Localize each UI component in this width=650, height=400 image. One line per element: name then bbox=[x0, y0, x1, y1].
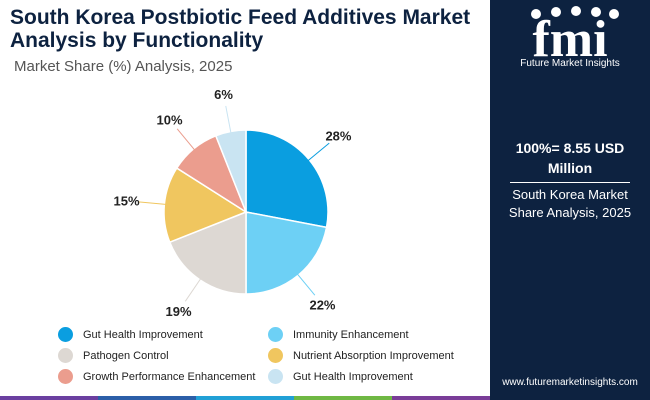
leader-line bbox=[295, 271, 316, 296]
legend-swatch bbox=[58, 369, 73, 384]
slice-value-label: 28% bbox=[325, 129, 351, 144]
legend-label: Growth Performance Enhancement bbox=[83, 370, 256, 383]
leader-line bbox=[138, 201, 169, 206]
leader-line bbox=[225, 105, 232, 136]
pie-slice bbox=[245, 129, 329, 229]
slice-value-label: 10% bbox=[156, 113, 182, 128]
legend-label: Gut Health Improvement bbox=[293, 370, 413, 383]
website-link[interactable]: www.futuremarketinsights.com bbox=[502, 377, 638, 388]
logo-dot-icon bbox=[591, 7, 601, 17]
bottom-color-bar bbox=[0, 396, 490, 400]
color-bar-segment bbox=[0, 396, 98, 400]
legend-item: Gut Health Improvement bbox=[58, 326, 268, 343]
sidebar-panel: fmi Future Market Insights 100%= 8.55 US… bbox=[490, 0, 650, 400]
legend-label: Gut Health Improvement bbox=[83, 328, 203, 341]
legend-item: Growth Performance Enhancement bbox=[58, 368, 268, 385]
pie-slice bbox=[245, 211, 328, 295]
market-total: 100%= 8.55 USD Million bbox=[515, 140, 625, 176]
leader-line bbox=[184, 276, 203, 302]
fmi-logo: fmi bbox=[531, 6, 619, 68]
legend-item: Gut Health Improvement bbox=[268, 368, 478, 385]
color-bar-segment bbox=[294, 396, 392, 400]
legend-item: Immunity Enhancement bbox=[268, 326, 478, 343]
logo-dot-icon bbox=[571, 6, 581, 16]
legend-swatch bbox=[268, 369, 283, 384]
logo-dot-icon bbox=[531, 9, 541, 19]
leader-line bbox=[176, 128, 197, 153]
legend-item: Pathogen Control bbox=[58, 347, 268, 364]
chart-subtitle: Market Share (%) Analysis, 2025 bbox=[14, 58, 233, 75]
legend-label: Nutrient Absorption Improvement bbox=[293, 349, 454, 362]
logo-dot-icon bbox=[609, 9, 619, 19]
leader-line bbox=[305, 142, 330, 163]
pie-chart: 28% 22% 19% 15% 10% 6% bbox=[114, 87, 352, 319]
slice-value-label: 6% bbox=[214, 87, 233, 102]
logo-caption: Future Market Insights bbox=[520, 58, 620, 69]
logo-dot-icon bbox=[551, 7, 561, 17]
legend-label: Immunity Enhancement bbox=[293, 328, 409, 341]
logo-wordmark: fmi bbox=[532, 11, 607, 68]
color-bar-segment bbox=[392, 396, 490, 400]
slice-value-label: 15% bbox=[114, 194, 140, 209]
chart-title: South Korea Postbiotic Feed Additives Ma… bbox=[10, 6, 471, 52]
slice-value-label: 22% bbox=[309, 297, 335, 312]
legend-swatch bbox=[268, 327, 283, 342]
legend-swatch bbox=[268, 348, 283, 363]
legend-item: Nutrient Absorption Improvement bbox=[268, 347, 478, 364]
market-label: South Korea Market Share Analysis, 2025 bbox=[508, 187, 632, 220]
color-bar-segment bbox=[196, 396, 294, 400]
divider bbox=[510, 182, 630, 183]
slice-value-label: 19% bbox=[166, 304, 192, 319]
legend-swatch bbox=[58, 327, 73, 342]
legend-label: Pathogen Control bbox=[83, 349, 169, 362]
legend-swatch bbox=[58, 348, 73, 363]
chart-legend: Gut Health Improvement Immunity Enhanceme… bbox=[58, 326, 478, 385]
color-bar-segment bbox=[98, 396, 196, 400]
